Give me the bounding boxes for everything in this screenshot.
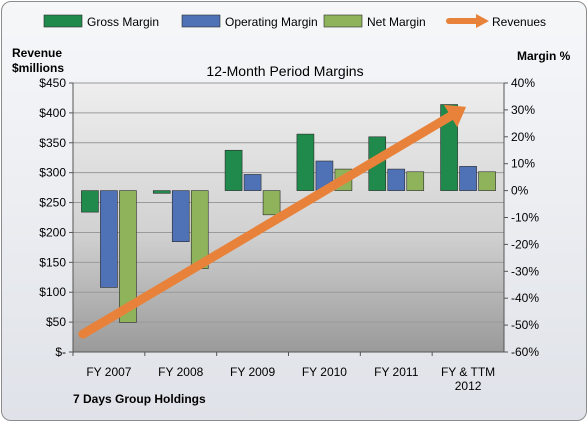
right-tick-label: -20%	[511, 237, 539, 251]
revenue-trend-line	[78, 111, 456, 339]
right-tick-label: -10%	[511, 211, 539, 225]
left-tick-label: $300	[39, 166, 66, 180]
right-tick-label: -60%	[511, 345, 539, 359]
bar-net-margin	[478, 171, 496, 191]
left-axis-label: Revenue	[12, 46, 62, 60]
x-tick-label: FY 2008	[158, 365, 203, 379]
x-tick-label: FY 2009	[230, 365, 275, 379]
bar-operating-margin	[243, 174, 262, 191]
revenue-trend-arrowhead	[443, 104, 467, 128]
right-tick-label: 40%	[511, 76, 535, 90]
bar-operating-margin	[387, 168, 406, 191]
right-tick-label: -50%	[511, 318, 539, 332]
bar-net-margin	[406, 171, 425, 191]
left-tick-label: $350	[39, 136, 66, 150]
left-tick-label: $100	[39, 285, 66, 299]
left-tick-label: $450	[39, 76, 66, 90]
left-tick-label: $-	[55, 345, 66, 359]
chart-title: 12-Month Period Margins	[206, 63, 363, 79]
legend-swatch-arrowhead	[476, 14, 489, 28]
right-tick-label: 10%	[511, 157, 535, 171]
right-tick-label: 0%	[511, 184, 529, 198]
bar-net-margin	[119, 190, 137, 323]
left-tick-label: $250	[39, 196, 66, 210]
bar-net-margin	[262, 190, 281, 216]
left-axis-label-units: $millions	[12, 61, 64, 75]
legend-label: Operating Margin	[225, 15, 318, 29]
x-tick-label: FY 2011	[374, 365, 419, 379]
x-tick-label: 2012	[455, 379, 482, 393]
right-tick-label: 30%	[511, 103, 535, 117]
bar-gross-margin	[152, 190, 171, 194]
right-tick-label: -40%	[511, 291, 539, 305]
right-axis-label: Margin %	[517, 49, 571, 63]
bar-gross-margin	[440, 104, 458, 191]
legend-label: Gross Margin	[87, 15, 159, 29]
left-tick-label: $50	[46, 315, 66, 329]
right-tick-label: -30%	[511, 264, 539, 278]
left-tick-label: $400	[39, 106, 66, 120]
bar-operating-margin	[459, 166, 477, 191]
company-name: 7 Days Group Holdings	[73, 392, 206, 406]
x-tick-label: FY & TTM	[441, 365, 495, 379]
x-tick-label: FY 2007	[86, 365, 131, 379]
legend-label: Net Margin	[367, 15, 426, 29]
bar-operating-margin	[171, 190, 190, 243]
right-tick-label: 20%	[511, 130, 535, 144]
left-tick-label: $200	[39, 225, 66, 239]
bar-gross-margin	[81, 190, 99, 213]
x-tick-label: FY 2010	[302, 365, 347, 379]
legend-swatch	[181, 14, 221, 28]
legend-label: Revenues	[492, 15, 546, 29]
left-tick-label: $150	[39, 255, 66, 269]
bar-gross-margin	[224, 149, 243, 191]
bar-gross-margin	[296, 133, 315, 191]
legend-swatch	[43, 14, 83, 28]
bar-operating-margin	[100, 190, 118, 288]
legend-swatch	[323, 14, 363, 28]
